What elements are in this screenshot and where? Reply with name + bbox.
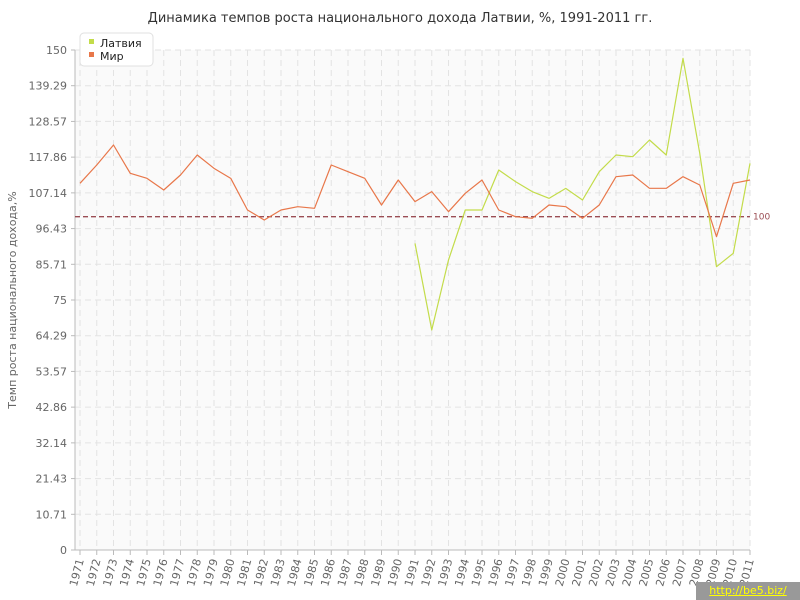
y-tick-label: 139.29 [29,80,68,93]
chart-title: Динамика темпов роста национального дохо… [148,11,653,26]
legend-swatch-world [89,52,94,57]
y-tick-label: 64.29 [36,330,68,343]
legend-swatch-latvia [89,39,94,44]
legend-label-latvia: Латвия [100,37,142,50]
y-tick-label: 42.86 [36,401,68,414]
y-tick-label: 0 [60,544,67,557]
series-line-world [79,144,751,238]
legend-box [79,32,154,67]
legend-label-world: Мир [100,50,124,63]
y-tick-label: 85.71 [36,258,68,271]
grid-lines [75,49,751,550]
y-tick-label: 128.57 [29,115,68,128]
y-tick-label: 21.43 [36,473,68,486]
y-tick-label: 107.14 [29,187,68,200]
y-tick-label: 32.14 [36,437,68,450]
y-tick-label: 75 [53,294,67,307]
series-line-latvia [414,57,751,331]
y-axis-ticks: 0 10.71 21.43 32.14 42.86 53.57 64.29 75 85.71 96… [29,44,75,557]
y-tick-label: 10.71 [36,508,68,521]
y-axis-label: Темп роста национального дохода,% [6,191,19,409]
reference-line-group: 100 [75,213,770,223]
y-tick-label: 150 [46,44,67,57]
y-tick-label: 96.43 [36,223,68,236]
y-tick-label: 53.57 [36,365,68,378]
y-tick-label: 117.86 [29,151,68,164]
series-lines [79,57,751,331]
watermark-link[interactable]: http://be5.biz/ [696,582,800,600]
x-axis-ticks: 1971197219731974197519761977197819791980… [67,550,757,588]
reference-line-label: 100 [753,213,770,223]
legend: Латвия Мир [79,32,154,67]
